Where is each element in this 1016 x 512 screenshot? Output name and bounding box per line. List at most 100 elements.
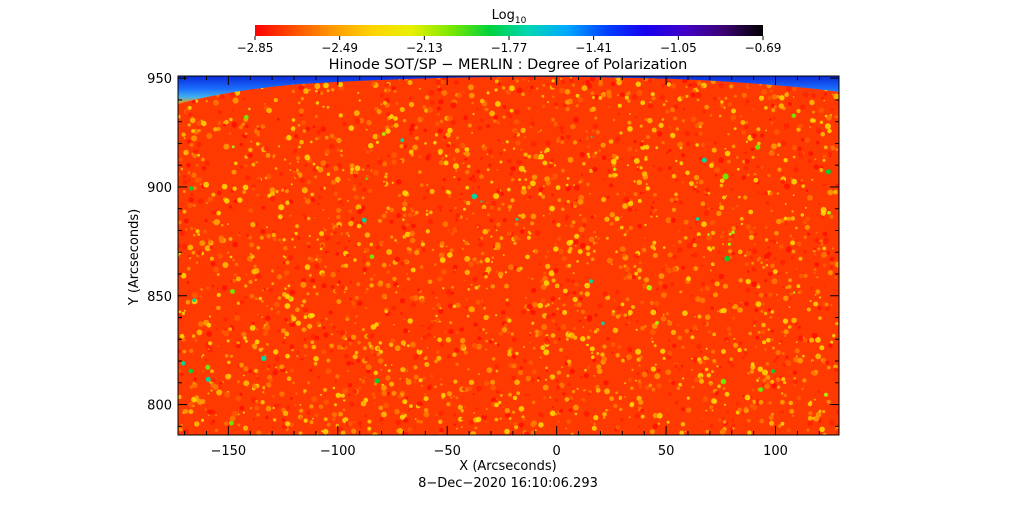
speckle-high	[655, 321, 659, 325]
speckle	[741, 130, 746, 135]
speckle	[587, 155, 591, 159]
speckle	[366, 334, 371, 339]
speckle	[762, 265, 766, 269]
speckle	[712, 332, 717, 337]
speckle	[352, 187, 357, 192]
speckle	[345, 231, 350, 236]
speckle	[306, 216, 311, 221]
speckle	[485, 287, 488, 290]
speckle	[194, 421, 200, 427]
speckle	[666, 82, 672, 87]
speckle	[812, 416, 815, 420]
speckle	[446, 143, 451, 148]
speckle	[447, 252, 453, 258]
x-tick-label: 100	[763, 444, 788, 459]
speckle	[665, 217, 672, 224]
speckle	[178, 369, 182, 373]
speckle	[744, 151, 747, 154]
speckle	[572, 296, 578, 303]
speckle	[252, 418, 256, 421]
speckle	[681, 407, 685, 412]
speckle	[593, 415, 599, 421]
speckle	[580, 336, 586, 342]
speckle	[346, 360, 352, 366]
speckle	[453, 395, 455, 398]
speckle	[598, 81, 603, 87]
speckle	[492, 357, 496, 361]
speckle	[376, 352, 381, 357]
colorbar-tick-label: −2.13	[406, 41, 443, 55]
speckle	[483, 314, 489, 321]
speckle	[576, 260, 579, 263]
speckle	[217, 109, 222, 115]
speckle-high	[361, 217, 367, 223]
speckle	[408, 247, 412, 251]
speckle	[348, 220, 354, 227]
speckle	[468, 419, 474, 425]
speckle	[426, 385, 432, 391]
speckle	[624, 266, 631, 273]
speckle	[385, 210, 388, 214]
speckle	[647, 102, 654, 109]
speckle	[600, 142, 606, 148]
speckle	[622, 203, 628, 209]
speckle	[674, 197, 679, 202]
speckle	[560, 140, 565, 145]
speckle	[553, 246, 559, 252]
speckle	[635, 328, 638, 331]
speckle	[232, 258, 235, 262]
speckle	[298, 145, 301, 149]
speckle	[402, 118, 407, 123]
speckle	[290, 126, 296, 131]
speckle	[744, 394, 751, 401]
speckle	[506, 231, 512, 237]
speckle	[640, 408, 644, 413]
speckle	[330, 333, 334, 336]
speckle-high	[792, 291, 796, 294]
speckle	[658, 280, 663, 286]
speckle	[767, 173, 771, 178]
speckle	[455, 136, 460, 140]
speckle	[568, 100, 573, 105]
speckle	[605, 236, 609, 240]
speckle	[405, 396, 409, 400]
speckle	[727, 102, 732, 107]
speckle	[434, 263, 437, 267]
speckle	[343, 399, 346, 402]
speckle	[450, 291, 455, 296]
speckle	[249, 325, 256, 331]
speckle	[423, 393, 427, 396]
speckle	[577, 249, 583, 255]
speckle-high	[205, 364, 211, 370]
speckle	[234, 161, 238, 166]
speckle	[276, 329, 281, 333]
speckle	[542, 384, 549, 391]
speckle	[189, 117, 196, 124]
speckle	[638, 399, 644, 405]
speckle	[197, 153, 201, 157]
speckle	[340, 232, 344, 236]
speckle	[758, 377, 760, 379]
speckle	[551, 82, 557, 88]
speckle	[719, 205, 725, 211]
speckle	[357, 91, 360, 95]
speckle	[512, 395, 518, 401]
speckle	[285, 260, 290, 265]
speckle	[654, 373, 661, 380]
speckle	[770, 143, 777, 150]
speckle	[524, 156, 527, 160]
speckle	[826, 251, 830, 255]
speckle	[446, 391, 453, 397]
speckle	[568, 396, 574, 401]
speckle	[556, 136, 561, 142]
speckle	[418, 347, 422, 351]
speckle	[697, 314, 702, 319]
speckle	[316, 129, 321, 135]
speckle	[523, 169, 527, 173]
speckle	[435, 314, 438, 318]
speckle	[604, 216, 610, 222]
speckle	[197, 198, 204, 205]
speckle	[524, 178, 528, 181]
speckle	[274, 301, 280, 308]
speckle	[770, 337, 774, 342]
